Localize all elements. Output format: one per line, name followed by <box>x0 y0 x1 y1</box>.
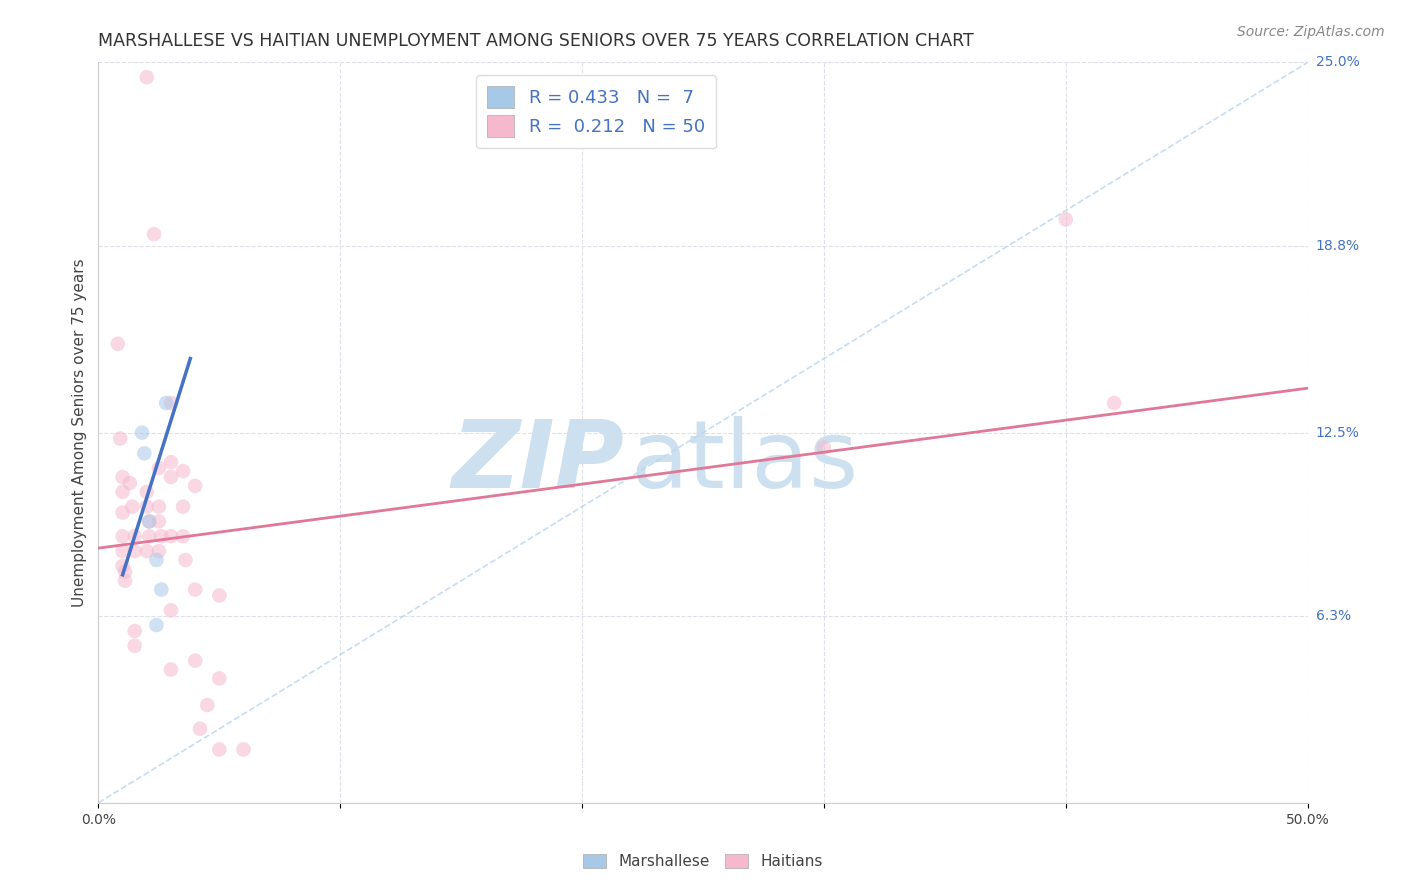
Point <box>108 432 131 446</box>
Point <box>148 544 170 558</box>
Point <box>145 618 167 632</box>
Point <box>150 582 173 597</box>
Point <box>208 742 231 756</box>
Point <box>172 464 194 478</box>
Point <box>148 515 170 529</box>
Point <box>160 663 183 677</box>
Point <box>131 425 153 440</box>
Point <box>135 544 157 558</box>
Point <box>208 672 231 686</box>
Point <box>135 484 157 499</box>
Point <box>138 515 160 529</box>
Point <box>160 470 183 484</box>
Y-axis label: Unemployment Among Seniors over 75 years: Unemployment Among Seniors over 75 years <box>72 259 87 607</box>
Point <box>188 722 211 736</box>
Point <box>195 698 218 712</box>
Point <box>114 565 136 579</box>
Point <box>160 603 183 617</box>
Point <box>148 500 170 514</box>
Point <box>138 529 160 543</box>
Point <box>160 529 183 543</box>
Text: 25.0%: 25.0% <box>1316 55 1360 70</box>
Point <box>111 506 134 520</box>
Point <box>155 396 177 410</box>
Point <box>232 742 254 756</box>
Text: atlas: atlas <box>630 417 859 508</box>
Point <box>111 558 134 573</box>
Point <box>134 446 156 460</box>
Legend: Marshallese, Haitians: Marshallese, Haitians <box>578 848 828 875</box>
Point <box>160 396 183 410</box>
Legend: R = 0.433   N =  7, R =  0.212   N = 50: R = 0.433 N = 7, R = 0.212 N = 50 <box>477 75 716 148</box>
Point <box>184 654 207 668</box>
Point <box>148 461 170 475</box>
Point <box>121 500 143 514</box>
Point <box>174 553 197 567</box>
Text: ZIP: ZIP <box>451 417 624 508</box>
Text: Source: ZipAtlas.com: Source: ZipAtlas.com <box>1237 25 1385 39</box>
Point <box>138 515 160 529</box>
Point <box>1054 212 1077 227</box>
Text: 18.8%: 18.8% <box>1316 239 1360 253</box>
Text: MARSHALLESE VS HAITIAN UNEMPLOYMENT AMONG SENIORS OVER 75 YEARS CORRELATION CHAR: MARSHALLESE VS HAITIAN UNEMPLOYMENT AMON… <box>98 32 974 50</box>
Point <box>813 441 835 455</box>
Point <box>145 553 167 567</box>
Point <box>208 589 231 603</box>
Text: 12.5%: 12.5% <box>1316 425 1360 440</box>
Point <box>107 336 129 351</box>
Point <box>114 574 136 588</box>
Point <box>150 529 173 543</box>
Point <box>111 470 134 484</box>
Point <box>135 500 157 514</box>
Text: 6.3%: 6.3% <box>1316 609 1351 624</box>
Point <box>184 479 207 493</box>
Point <box>111 529 134 543</box>
Point <box>118 475 141 490</box>
Point <box>160 455 183 469</box>
Point <box>124 529 146 543</box>
Point <box>124 639 146 653</box>
Point <box>124 544 146 558</box>
Point <box>143 227 166 242</box>
Point <box>111 484 134 499</box>
Point <box>1102 396 1125 410</box>
Point <box>172 529 194 543</box>
Point <box>135 70 157 85</box>
Point <box>124 624 146 638</box>
Point <box>111 544 134 558</box>
Point <box>184 582 207 597</box>
Point <box>172 500 194 514</box>
